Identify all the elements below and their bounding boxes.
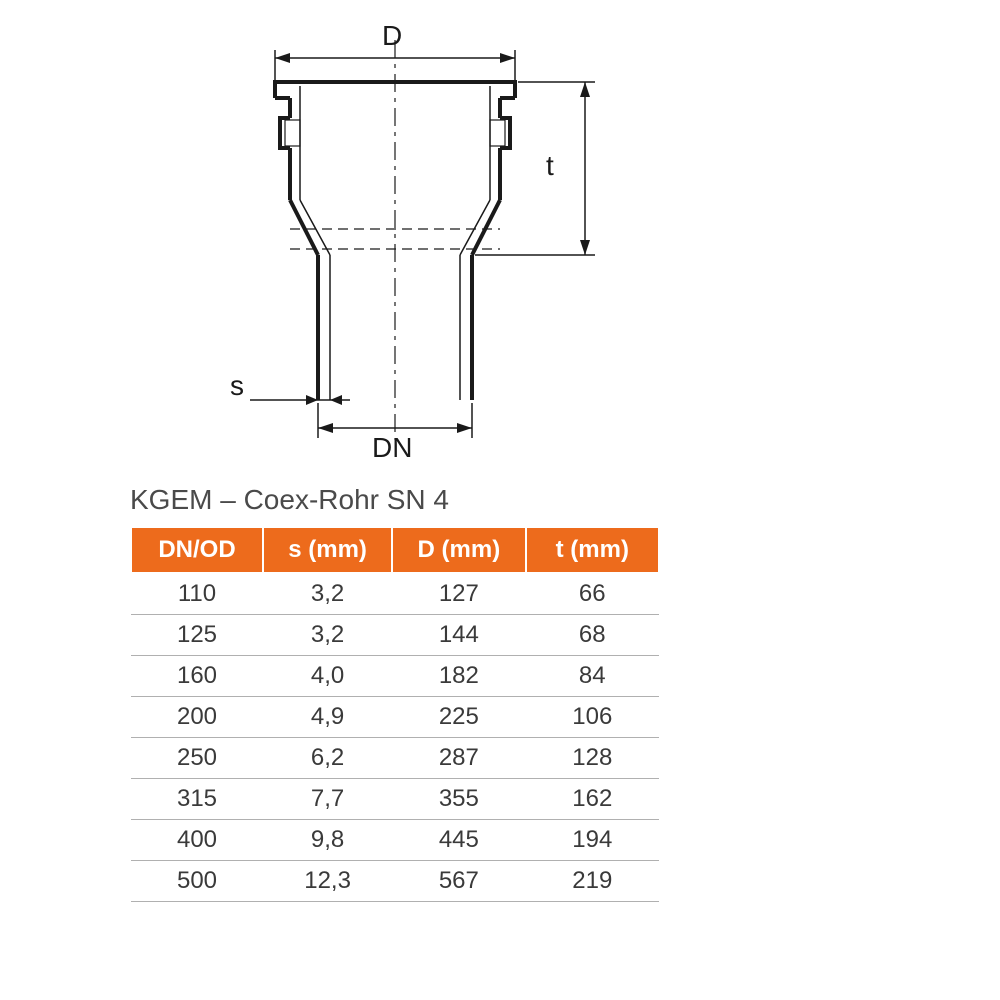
cell: 128 [526, 738, 659, 779]
table-body: 110 3,2 127 66 125 3,2 144 68 160 4,0 18… [131, 573, 659, 902]
dim-dn-arrR [457, 423, 472, 433]
dim-t-arrT [580, 82, 590, 97]
table-row: 315 7,7 355 162 [131, 779, 659, 820]
cell: 162 [526, 779, 659, 820]
cell: 4,9 [263, 697, 392, 738]
cell: 194 [526, 820, 659, 861]
cell: 445 [392, 820, 525, 861]
cell: 9,8 [263, 820, 392, 861]
cell: 400 [131, 820, 263, 861]
cell: 144 [392, 615, 525, 656]
seal-l [285, 120, 300, 146]
cell: 106 [526, 697, 659, 738]
cell: 6,2 [263, 738, 392, 779]
cell: 355 [392, 779, 525, 820]
cell: 567 [392, 861, 525, 902]
table-row: 250 6,2 287 128 [131, 738, 659, 779]
dim-dn-arrL [318, 423, 333, 433]
cell: 66 [526, 573, 659, 615]
label-d: D [382, 20, 402, 52]
label-t: t [546, 150, 554, 182]
label-dn: DN [372, 432, 412, 464]
cell: 225 [392, 697, 525, 738]
cell: 4,0 [263, 656, 392, 697]
pipe-svg [130, 20, 650, 460]
cell: 287 [392, 738, 525, 779]
page-container: D t s DN KGEM – Coex-Rohr SN 4 DN/OD s (… [0, 0, 1000, 1000]
table-row: 200 4,9 225 106 [131, 697, 659, 738]
spec-table: DN/OD s (mm) D (mm) t (mm) 110 3,2 127 6… [130, 526, 660, 902]
cell: 200 [131, 697, 263, 738]
cell: 3,2 [263, 573, 392, 615]
table-row: 400 9,8 445 194 [131, 820, 659, 861]
table-row: 125 3,2 144 68 [131, 615, 659, 656]
cell: 68 [526, 615, 659, 656]
cell: 125 [131, 615, 263, 656]
dim-d-arrR [500, 53, 515, 63]
cell: 127 [392, 573, 525, 615]
cell: 3,2 [263, 615, 392, 656]
dim-s-arrIn [330, 395, 342, 405]
cell: 160 [131, 656, 263, 697]
label-s: s [230, 370, 244, 402]
cell: 7,7 [263, 779, 392, 820]
table-row: 500 12,3 567 219 [131, 861, 659, 902]
cell: 250 [131, 738, 263, 779]
pipe-diagram: D t s DN [130, 20, 650, 460]
cell: 315 [131, 779, 263, 820]
dim-d-arrL [275, 53, 290, 63]
table-header-row: DN/OD s (mm) D (mm) t (mm) [131, 527, 659, 573]
table-title: KGEM – Coex-Rohr SN 4 [130, 484, 449, 516]
table-row: 160 4,0 182 84 [131, 656, 659, 697]
table-row: 110 3,2 127 66 [131, 573, 659, 615]
cell: 12,3 [263, 861, 392, 902]
dim-t-arrB [580, 240, 590, 255]
cell: 110 [131, 573, 263, 615]
cell: 219 [526, 861, 659, 902]
cell: 500 [131, 861, 263, 902]
cell: 182 [392, 656, 525, 697]
cell: 84 [526, 656, 659, 697]
th-dnod: DN/OD [131, 527, 263, 573]
seal-r [490, 120, 505, 146]
th-d: D (mm) [392, 527, 525, 573]
th-t: t (mm) [526, 527, 659, 573]
th-s: s (mm) [263, 527, 392, 573]
